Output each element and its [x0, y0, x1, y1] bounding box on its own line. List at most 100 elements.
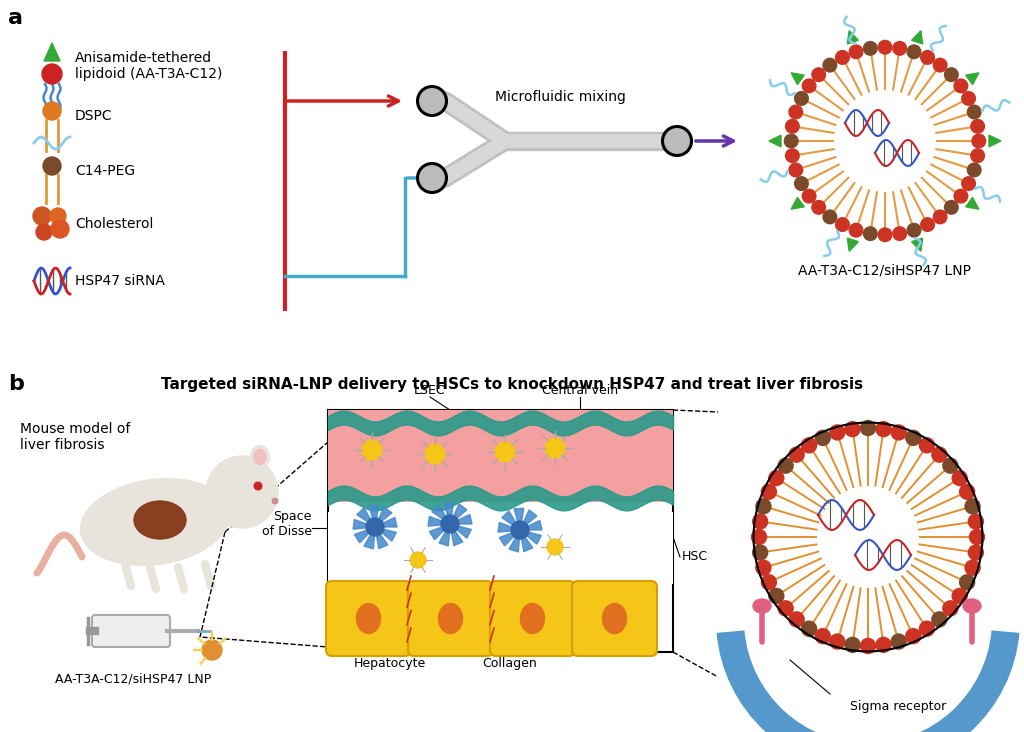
Circle shape: [769, 589, 783, 603]
Circle shape: [753, 545, 768, 560]
Circle shape: [795, 92, 808, 105]
Polygon shape: [911, 238, 923, 251]
FancyBboxPatch shape: [328, 410, 673, 652]
Circle shape: [785, 119, 799, 133]
Circle shape: [547, 539, 563, 555]
FancyBboxPatch shape: [92, 615, 170, 647]
Circle shape: [943, 601, 957, 616]
Circle shape: [836, 51, 849, 64]
Circle shape: [952, 589, 968, 603]
Circle shape: [33, 207, 51, 225]
Circle shape: [663, 127, 691, 155]
Circle shape: [812, 68, 825, 81]
Circle shape: [362, 440, 382, 460]
Circle shape: [970, 529, 984, 545]
Circle shape: [495, 442, 515, 462]
Text: Space
of Disse: Space of Disse: [262, 510, 312, 538]
Circle shape: [272, 498, 278, 504]
Circle shape: [879, 40, 892, 54]
Polygon shape: [520, 520, 542, 530]
Ellipse shape: [134, 501, 186, 539]
Text: HSP47 siRNA: HSP47 siRNA: [75, 274, 165, 288]
Text: DSPC: DSPC: [75, 109, 113, 123]
Circle shape: [418, 163, 446, 193]
FancyBboxPatch shape: [490, 581, 575, 656]
Circle shape: [545, 438, 565, 458]
Polygon shape: [439, 524, 450, 546]
Polygon shape: [792, 198, 804, 209]
Polygon shape: [450, 504, 467, 524]
Circle shape: [968, 105, 981, 119]
Text: Central vein: Central vein: [542, 384, 618, 397]
Circle shape: [829, 425, 845, 440]
Circle shape: [418, 86, 446, 116]
Circle shape: [43, 157, 61, 175]
Circle shape: [803, 190, 816, 203]
Circle shape: [943, 458, 957, 473]
Circle shape: [441, 515, 459, 533]
Circle shape: [860, 420, 876, 436]
FancyBboxPatch shape: [572, 581, 657, 656]
FancyBboxPatch shape: [328, 512, 673, 584]
Circle shape: [778, 601, 794, 616]
Polygon shape: [429, 524, 450, 539]
Polygon shape: [769, 135, 781, 147]
Circle shape: [893, 42, 906, 55]
Circle shape: [891, 425, 906, 440]
Circle shape: [790, 447, 804, 462]
Polygon shape: [509, 530, 520, 552]
Circle shape: [932, 447, 947, 462]
Circle shape: [784, 134, 798, 148]
Circle shape: [769, 471, 783, 485]
FancyBboxPatch shape: [408, 581, 493, 656]
Circle shape: [756, 560, 771, 575]
Polygon shape: [966, 72, 979, 85]
Ellipse shape: [81, 479, 229, 565]
Circle shape: [863, 227, 878, 240]
Circle shape: [762, 485, 776, 499]
Ellipse shape: [520, 603, 545, 633]
Polygon shape: [792, 72, 804, 85]
Text: Cholesterol: Cholesterol: [75, 217, 154, 231]
Polygon shape: [450, 524, 471, 538]
Circle shape: [845, 422, 860, 436]
Polygon shape: [500, 530, 520, 546]
Circle shape: [206, 456, 278, 528]
Circle shape: [802, 438, 816, 453]
Circle shape: [753, 514, 768, 529]
FancyBboxPatch shape: [328, 410, 673, 502]
Polygon shape: [428, 517, 450, 526]
Circle shape: [802, 621, 816, 636]
Polygon shape: [44, 43, 60, 61]
Text: Targeted siRNA-LNP delivery to HSCs to knockdown HSP47 and treat liver fibrosis: Targeted siRNA-LNP delivery to HSCs to k…: [161, 377, 863, 392]
Text: Anisamide-tethered
lipidoid (AA-T3A-C12): Anisamide-tethered lipidoid (AA-T3A-C12): [75, 51, 222, 81]
Polygon shape: [498, 523, 520, 532]
Circle shape: [366, 518, 384, 536]
Text: AA-T3A-C12/siHSP47 LNP: AA-T3A-C12/siHSP47 LNP: [799, 263, 972, 277]
Circle shape: [971, 119, 984, 133]
Polygon shape: [432, 505, 450, 524]
Polygon shape: [356, 508, 375, 527]
Text: Hepatocyte: Hepatocyte: [354, 657, 426, 670]
Circle shape: [906, 430, 921, 445]
Text: a: a: [8, 8, 23, 28]
Polygon shape: [450, 515, 472, 524]
Circle shape: [829, 634, 845, 649]
Text: Microfluidic mixing: Microfluidic mixing: [495, 90, 626, 104]
Text: b: b: [8, 374, 24, 394]
Wedge shape: [717, 630, 1020, 732]
Circle shape: [876, 638, 891, 652]
Circle shape: [920, 438, 935, 453]
Circle shape: [952, 471, 968, 485]
Ellipse shape: [438, 603, 463, 633]
Circle shape: [863, 42, 878, 55]
Circle shape: [43, 102, 61, 120]
Circle shape: [972, 134, 985, 148]
Text: Sigma receptor: Sigma receptor: [850, 700, 946, 713]
Polygon shape: [847, 238, 858, 251]
Text: HSC: HSC: [682, 550, 709, 564]
Polygon shape: [520, 510, 537, 530]
Polygon shape: [444, 502, 454, 524]
Text: Collagen: Collagen: [482, 657, 538, 670]
Circle shape: [836, 218, 849, 231]
